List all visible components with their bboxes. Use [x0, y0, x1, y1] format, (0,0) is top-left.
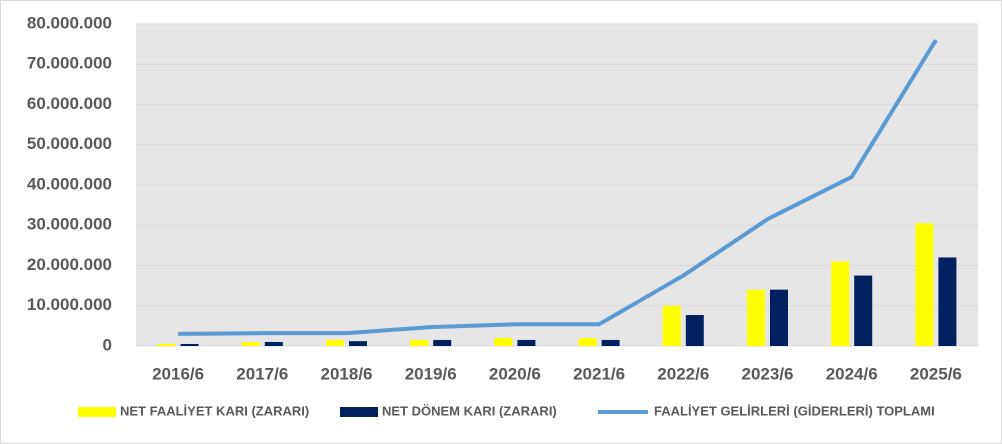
x-tick-label: 2021/6	[573, 364, 625, 383]
y-tick-label: 0	[103, 335, 112, 354]
y-tick-label: 20.000.000	[27, 255, 112, 274]
bar	[326, 339, 344, 346]
bar	[685, 315, 704, 346]
y-tick-label: 40.000.000	[27, 174, 112, 193]
legend-label: FAALİYET GELİRLERİ (GİDERLERİ) TOPLAMI	[654, 403, 935, 418]
bar	[854, 275, 873, 346]
bar	[915, 223, 934, 346]
bar	[770, 289, 788, 346]
y-tick-label: 30.000.000	[27, 215, 112, 234]
x-tick-label: 2024/6	[826, 364, 878, 383]
x-tick-label: 2019/6	[405, 364, 457, 383]
y-tick-label: 60.000.000	[27, 94, 112, 113]
legend-swatch	[340, 407, 378, 417]
bar	[349, 341, 367, 346]
x-tick-label: 2016/6	[152, 364, 204, 383]
bar	[157, 343, 176, 346]
bar	[747, 289, 765, 346]
x-tick-label: 2025/6	[910, 364, 962, 383]
x-tick-label: 2018/6	[321, 364, 373, 383]
bar	[578, 337, 597, 346]
bar	[241, 341, 260, 346]
bar	[180, 343, 199, 346]
y-tick-label: 10.000.000	[27, 295, 112, 314]
bar	[831, 261, 850, 346]
y-tick-label: 50.000.000	[27, 134, 112, 153]
bar	[494, 337, 513, 346]
legend-label: NET FAALİYET KARI (ZARARI)	[120, 403, 309, 418]
y-tick-label: 80.000.000	[27, 13, 112, 32]
bar	[517, 339, 536, 346]
bar	[264, 341, 283, 346]
bar	[433, 339, 452, 346]
bar	[410, 339, 429, 346]
x-tick-label: 2023/6	[742, 364, 794, 383]
legend-swatch	[78, 407, 116, 417]
x-tick-label: 2022/6	[657, 364, 709, 383]
bar	[938, 257, 957, 346]
x-tick-label: 2020/6	[489, 364, 541, 383]
x-tick-label: 2017/6	[236, 364, 288, 383]
line	[178, 39, 938, 336]
legend-label: NET DÖNEM KARI (ZARARI)	[382, 403, 557, 418]
y-tick-label: 70.000.000	[27, 54, 112, 73]
bar	[601, 339, 620, 346]
bar	[662, 305, 681, 346]
